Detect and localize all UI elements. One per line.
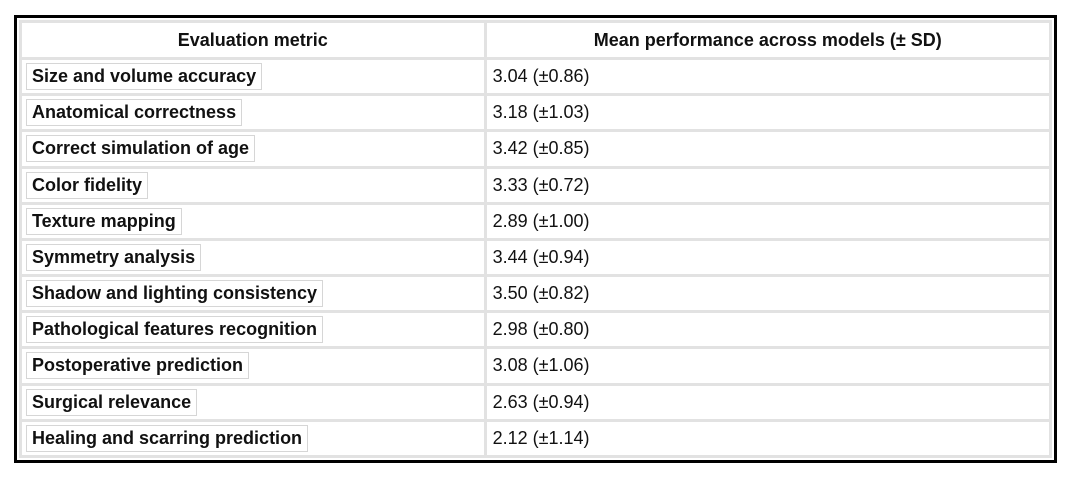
metric-label: Anatomical correctness: [26, 99, 243, 127]
metric-value: 3.18 (±1.03): [483, 93, 1053, 133]
metric-value: 3.44 (±0.94): [483, 237, 1053, 278]
metric-label: Surgical relevance: [26, 388, 198, 416]
metric-value: 3.04 (±0.86): [483, 56, 1053, 97]
metric-value: 3.08 (±1.06): [483, 346, 1053, 386]
table-row: Shadow and lighting consistency 3.50 (±0…: [19, 274, 1053, 314]
metric-label: Texture mapping: [26, 207, 182, 235]
table-row: Pathological features recognition 2.98 (…: [19, 310, 1053, 350]
metric-label: Postoperative prediction: [26, 352, 250, 380]
header-mean-performance: Mean performance across models (± SD): [483, 20, 1053, 60]
metric-value: 2.98 (±0.80): [483, 310, 1053, 350]
metric-label: Pathological features recognition: [26, 316, 324, 344]
metric-value: 3.50 (±0.82): [483, 274, 1053, 314]
table-row: Size and volume accuracy 3.04 (±0.86): [19, 56, 1053, 97]
table-row: Symmetry analysis 3.44 (±0.94): [19, 237, 1053, 278]
header-evaluation-metric: Evaluation metric: [19, 20, 487, 60]
table-row: Surgical relevance 2.63 (±0.94): [19, 382, 1053, 422]
evaluation-table: Evaluation metric Mean performance acros…: [19, 20, 1053, 459]
metric-value: 3.33 (±0.72): [483, 165, 1053, 205]
table-row: Healing and scarring prediction 2.12 (±1…: [19, 418, 1053, 459]
table-row: Postoperative prediction 3.08 (±1.06): [19, 346, 1053, 386]
evaluation-table-frame: Evaluation metric Mean performance acros…: [14, 15, 1057, 463]
metric-value: 2.89 (±1.00): [483, 201, 1053, 241]
table-header: Evaluation metric Mean performance acros…: [19, 20, 1053, 60]
metric-value: 2.63 (±0.94): [483, 382, 1053, 422]
metric-value: 2.12 (±1.14): [483, 418, 1053, 459]
table-row: Correct simulation of age 3.42 (±0.85): [19, 129, 1053, 169]
metric-label: Symmetry analysis: [26, 243, 202, 271]
metric-label: Healing and scarring prediction: [26, 424, 309, 452]
metric-value: 3.42 (±0.85): [483, 129, 1053, 169]
metric-label: Size and volume accuracy: [26, 63, 263, 91]
table-row: Color fidelity 3.33 (±0.72): [19, 165, 1053, 205]
metric-label: Color fidelity: [26, 171, 149, 199]
table-row: Anatomical correctness 3.18 (±1.03): [19, 93, 1053, 133]
metric-label: Shadow and lighting consistency: [26, 280, 324, 308]
metric-label: Correct simulation of age: [26, 135, 256, 163]
table-body: Size and volume accuracy 3.04 (±0.86) An…: [19, 56, 1053, 459]
header-row: Evaluation metric Mean performance acros…: [19, 20, 1053, 60]
table-row: Texture mapping 2.89 (±1.00): [19, 201, 1053, 241]
